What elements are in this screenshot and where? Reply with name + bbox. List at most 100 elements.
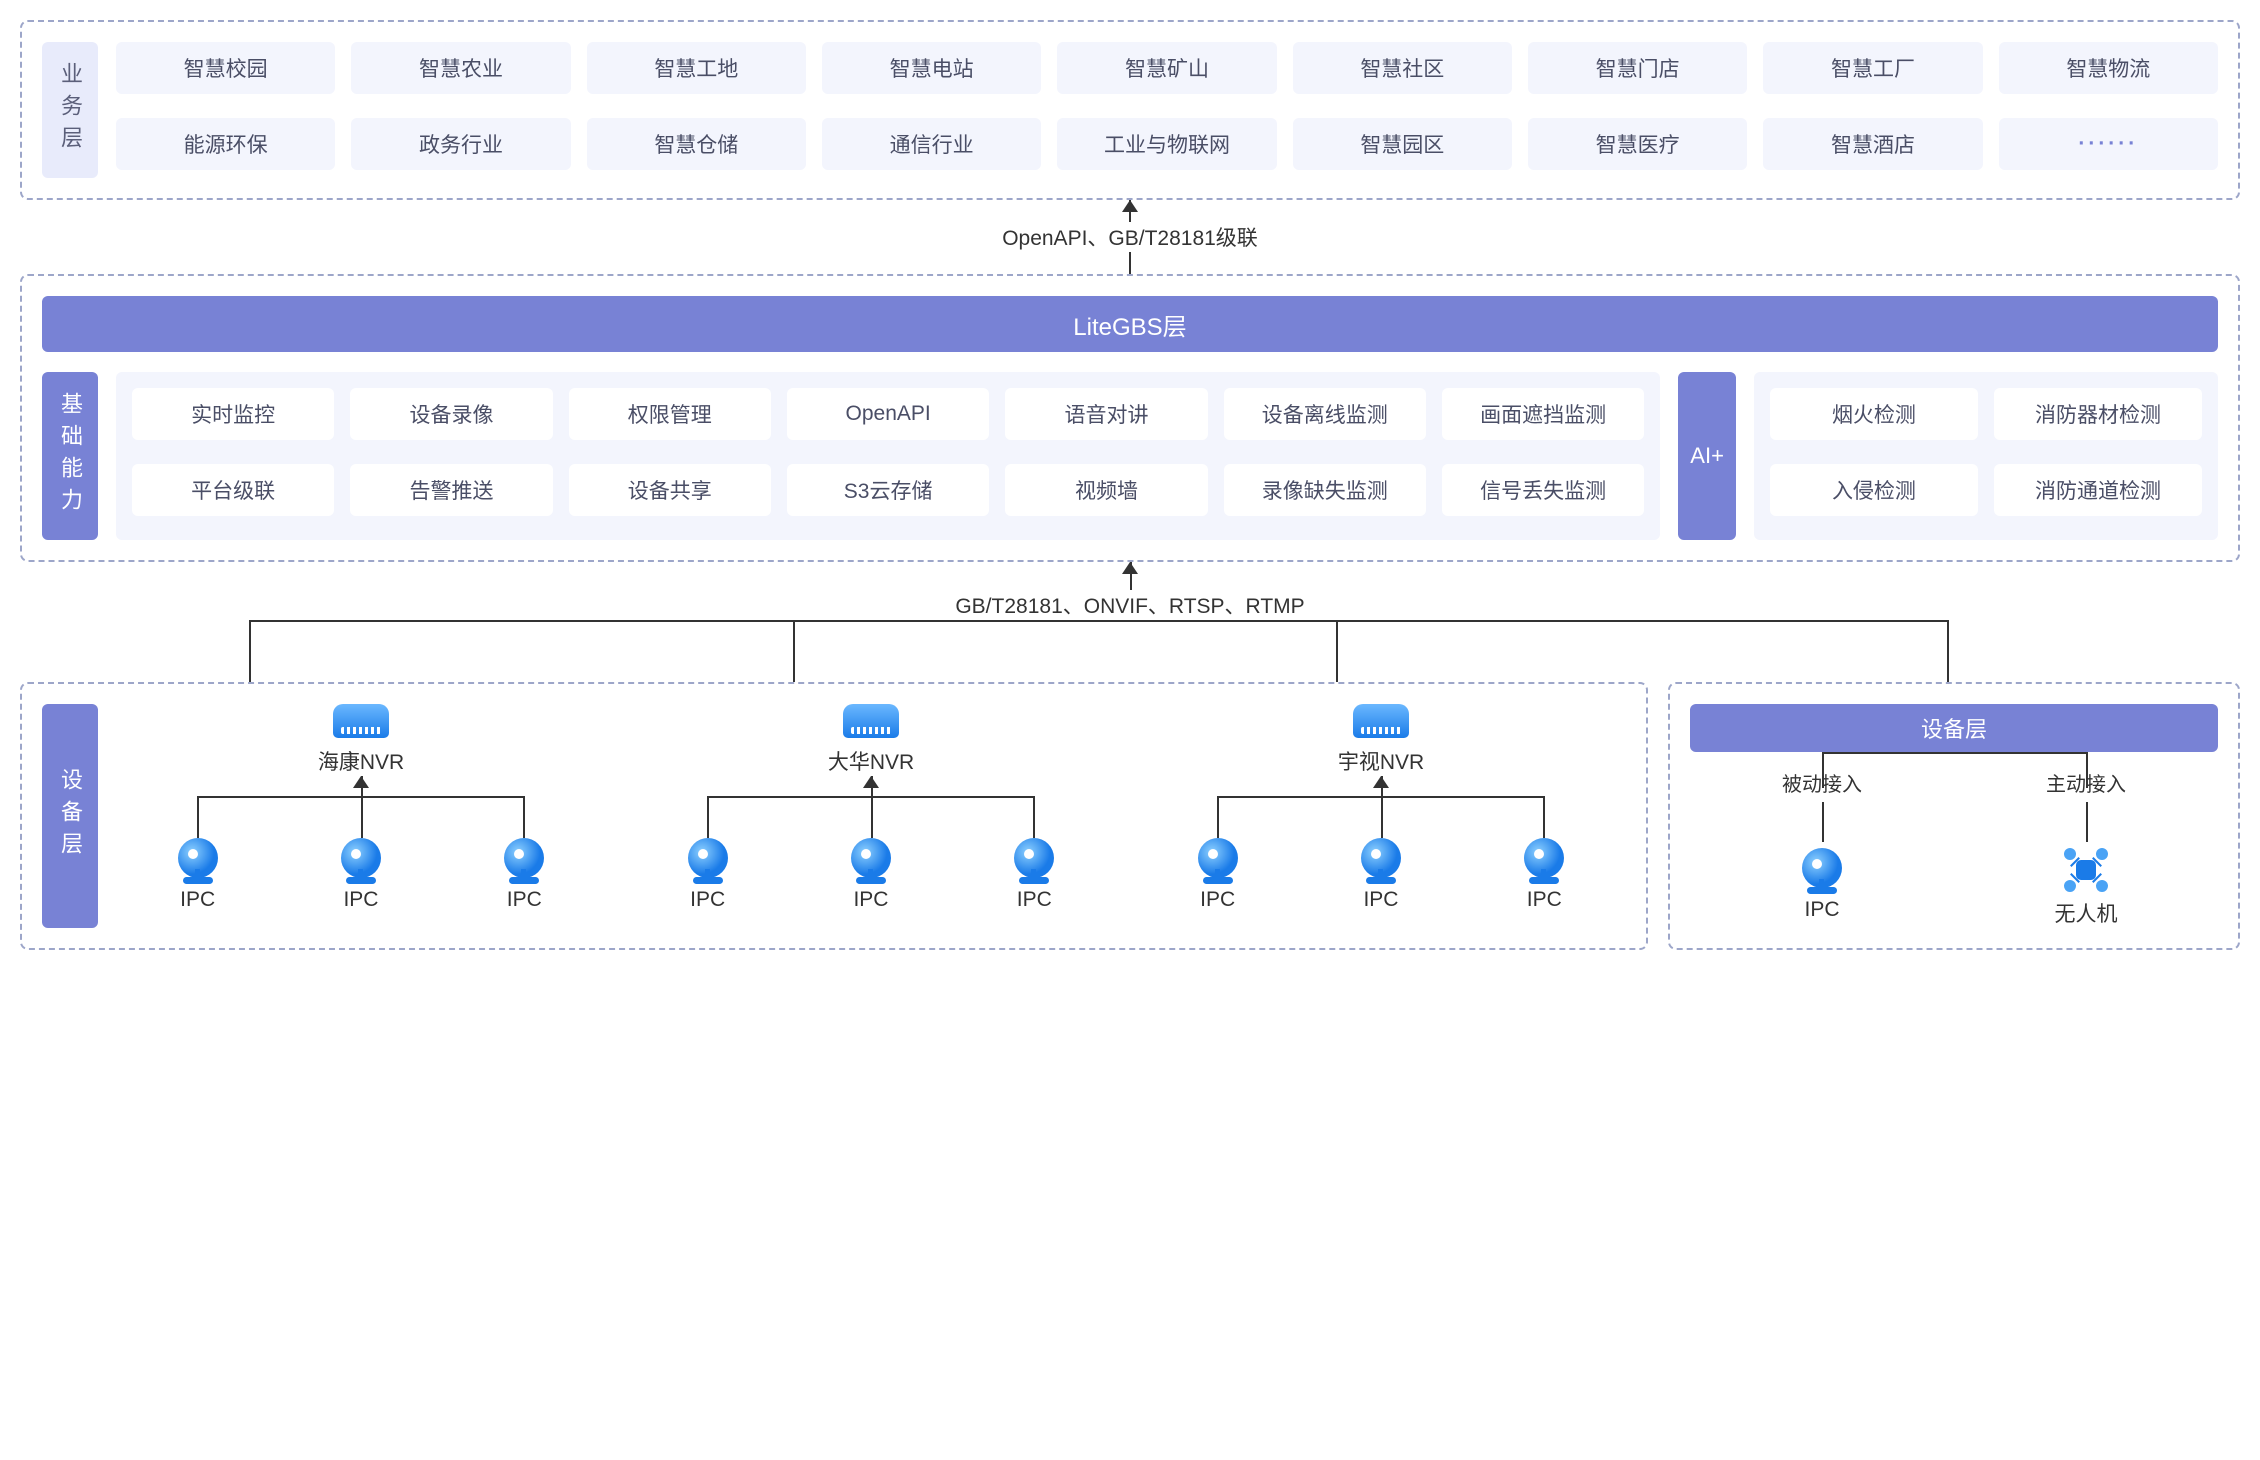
nvr-icon: [333, 704, 389, 738]
business-tag: 智慧工厂: [1763, 42, 1982, 94]
business-layer: 业务层 智慧校园智慧农业智慧工地智慧电站智慧矿山智慧社区智慧门店智慧工厂智慧物流…: [20, 20, 2240, 200]
business-tag: 智慧酒店: [1763, 118, 1982, 170]
ipc-item: IPC: [686, 838, 730, 912]
device-mode-column: 主动接入 无人机: [1954, 768, 2218, 928]
camera-icon: [1196, 838, 1240, 882]
basic-tag: 录像缺失监测: [1224, 464, 1426, 516]
business-tag: 智慧物流: [1999, 42, 2218, 94]
business-tag: 智慧农业: [351, 42, 570, 94]
camera-icon: [1359, 838, 1403, 882]
ai-items: 烟火检测消防器材检测入侵检测消防通道检测: [1754, 372, 2218, 540]
basic-ability-label: 基础能力: [42, 372, 98, 540]
ai-tag: 消防器材检测: [1994, 388, 2202, 440]
business-tag: 智慧仓储: [587, 118, 806, 170]
camera-icon: [1800, 848, 1844, 892]
camera-icon: [686, 838, 730, 882]
basic-items: 实时监控设备录像权限管理OpenAPI语音对讲设备离线监测画面遮挡监测平台级联告…: [116, 372, 1660, 540]
basic-tag: 视频墙: [1005, 464, 1207, 516]
business-tag: 通信行业: [822, 118, 1041, 170]
basic-tag: S3云存储: [787, 464, 989, 516]
ipc-label: IPC: [343, 888, 378, 912]
basic-tag: 画面遮挡监测: [1442, 388, 1644, 440]
ipc-item: IPC: [1196, 838, 1240, 912]
camera-icon: [502, 838, 546, 882]
nvr-section: 设备层 海康NVR IPC IPC IPC 大华NVR: [20, 682, 1648, 950]
connector-top-label: OpenAPI、GB/T28181级联: [990, 222, 1270, 252]
device-layer-label: 设备层: [42, 704, 98, 928]
ipc-label: IPC: [180, 888, 215, 912]
ipc-row: IPC IPC IPC: [1136, 838, 1626, 912]
drone-label: 无人机: [2055, 898, 2118, 928]
ipc-item: IPC: [1522, 838, 1566, 912]
device-right-section: 设备层 被动接入 IPC主动接入 无人机: [1668, 682, 2240, 950]
basic-tag: 语音对讲: [1005, 388, 1207, 440]
litegbs-title: LiteGBS层: [42, 296, 2218, 352]
camera-icon: [1522, 838, 1566, 882]
ipc-label: IPC: [853, 888, 888, 912]
ipc-label: IPC: [1200, 888, 1235, 912]
ipc-item: IPC: [849, 838, 893, 912]
connector-mid: GB/T28181、ONVIF、RTSP、RTMP: [20, 562, 2240, 682]
camera-icon: [339, 838, 383, 882]
business-tag: 智慧园区: [1293, 118, 1512, 170]
ipc-item: IPC: [1800, 848, 1844, 922]
basic-tag: 设备录像: [350, 388, 552, 440]
basic-tag: 信号丢失监测: [1442, 464, 1644, 516]
nvr-icon: [843, 704, 899, 738]
ipc-item: IPC: [176, 838, 220, 912]
nvr-tree: [116, 788, 606, 838]
ipc-label: IPC: [507, 888, 542, 912]
business-tag: ······: [1999, 118, 2218, 170]
device-right-title: 设备层: [1690, 704, 2218, 752]
ipc-label: IPC: [1017, 888, 1052, 912]
nvr-icon: [1353, 704, 1409, 738]
business-tag: 政务行业: [351, 118, 570, 170]
nvr-column: 宇视NVR IPC IPC IPC: [1136, 704, 1626, 928]
business-layer-label: 业务层: [42, 42, 98, 178]
connector-mid-label: GB/T28181、ONVIF、RTSP、RTMP: [943, 590, 1316, 620]
business-tag: 智慧矿山: [1057, 42, 1276, 94]
ipc-row: IPC IPC IPC: [626, 838, 1116, 912]
business-tag: 智慧工地: [587, 42, 806, 94]
basic-tag: 告警推送: [350, 464, 552, 516]
camera-icon: [849, 838, 893, 882]
ipc-item: IPC: [1012, 838, 1056, 912]
drone-icon: [2064, 848, 2108, 892]
litegbs-layer: LiteGBS层 基础能力 实时监控设备录像权限管理 OpenAPI 语音对讲设备离…: [20, 274, 2240, 562]
drone-item: 无人机: [2055, 848, 2118, 928]
camera-icon: [176, 838, 220, 882]
business-tag: 智慧校园: [116, 42, 335, 94]
ipc-label: IPC: [1527, 888, 1562, 912]
business-tag: 智慧医疗: [1528, 118, 1747, 170]
connector-top: OpenAPI、GB/T28181级联: [20, 200, 2240, 274]
ai-label: AI+: [1678, 372, 1736, 540]
business-tag: 智慧电站: [822, 42, 1041, 94]
nvr-column: 海康NVR IPC IPC IPC: [116, 704, 606, 928]
nvr-tree: [626, 788, 1116, 838]
device-mode-column: 被动接入 IPC: [1690, 768, 1954, 928]
business-tag: 智慧社区: [1293, 42, 1512, 94]
nvr-label: 海康NVR: [318, 746, 404, 776]
ipc-label: IPC: [690, 888, 725, 912]
nvr-tree: [1136, 788, 1626, 838]
nvr-label: 宇视NVR: [1338, 746, 1424, 776]
ai-tag: 消防通道检测: [1994, 464, 2202, 516]
basic-tag: 设备共享: [569, 464, 771, 516]
ipc-label: IPC: [1363, 888, 1398, 912]
nvr-column: 大华NVR IPC IPC IPC: [626, 704, 1116, 928]
ipc-item: IPC: [339, 838, 383, 912]
business-items: 智慧校园智慧农业智慧工地智慧电站智慧矿山智慧社区智慧门店智慧工厂智慧物流能源环保…: [116, 42, 2218, 178]
business-tag: 智慧门店: [1528, 42, 1747, 94]
ipc-item: IPC: [1359, 838, 1403, 912]
nvr-label: 大华NVR: [828, 746, 914, 776]
basic-tag: 设备离线监测: [1224, 388, 1426, 440]
ai-tag: 烟火检测: [1770, 388, 1978, 440]
ipc-row: IPC IPC IPC: [116, 838, 606, 912]
ipc-item: IPC: [502, 838, 546, 912]
camera-icon: [1012, 838, 1056, 882]
ai-tag: 入侵检测: [1770, 464, 1978, 516]
basic-tag: 实时监控: [132, 388, 334, 440]
basic-tag: OpenAPI: [787, 388, 989, 440]
device-layer: 设备层 海康NVR IPC IPC IPC 大华NVR: [20, 682, 2240, 950]
basic-tag: 权限管理: [569, 388, 771, 440]
